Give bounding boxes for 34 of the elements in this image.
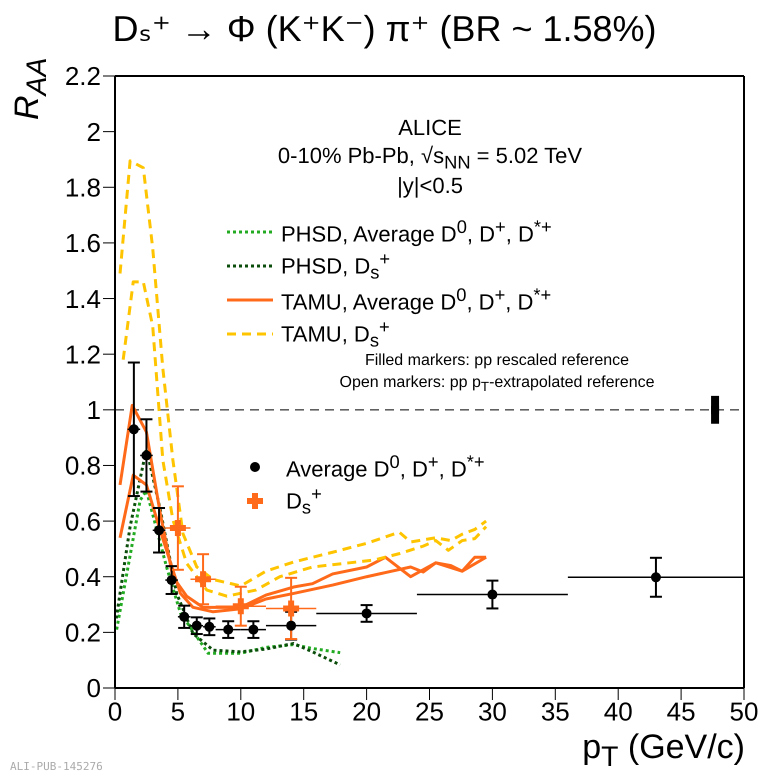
x-axis-title: p$_{T}$ (GeV/c) bbox=[582, 728, 745, 774]
x-tick-label: 45 bbox=[666, 696, 696, 726]
x-tick-label: 15 bbox=[289, 696, 318, 726]
annotation: Open markers: pp p$_{T}$-extrapolated reference bbox=[340, 374, 654, 394]
legend-label: Average D$^{0}$, D$^{+}$, D$^{*+}$ bbox=[286, 451, 485, 483]
legend-label: TAMU, Average D$^{0}$, D$^{+}$, D$^{*+}$ bbox=[281, 284, 552, 316]
y-tick-label: 0.6 bbox=[64, 506, 101, 536]
x-tick-label: 30 bbox=[478, 696, 507, 726]
chart-title: Dₛ⁺ → Φ (K⁺K⁻) π⁺ (BR ~ 1.58%) bbox=[111, 8, 658, 50]
x-tick-label: 5 bbox=[170, 696, 186, 726]
x-tick-label: 0 bbox=[108, 696, 122, 726]
y-tick-label: 0.8 bbox=[64, 450, 101, 481]
annotation: ALICE bbox=[398, 115, 462, 141]
y-tick-label: 2 bbox=[86, 116, 101, 147]
x-tick-label: 35 bbox=[540, 696, 570, 726]
y-tick-label: 1.6 bbox=[64, 228, 101, 258]
x-tick-label: 40 bbox=[604, 696, 633, 726]
y-tick-label: 2.2 bbox=[64, 61, 101, 92]
annotation: |y|<0.5 bbox=[397, 173, 463, 199]
y-tick-label: 0.4 bbox=[64, 562, 101, 592]
legend-label: PHSD, Average D$^{0}$, D$^{+}$, D$^{*+}$ bbox=[281, 216, 552, 248]
y-tick-label: 0.2 bbox=[64, 618, 101, 648]
annotation: Filled markers: pp rescaled reference bbox=[364, 352, 630, 370]
y-tick-label: 1.4 bbox=[64, 284, 101, 314]
x-tick-label: 10 bbox=[226, 696, 256, 726]
x-tick-label: 25 bbox=[415, 696, 444, 726]
x-tick-label: 20 bbox=[352, 696, 382, 726]
annotation: 0-10% Pb-Pb, √s$_{NN}$ = 5.02 TeV bbox=[278, 143, 582, 174]
text: ALI-PUB-145276 bbox=[10, 760, 103, 773]
y-tick-label: 1.2 bbox=[64, 339, 101, 370]
y-tick-label: 1.8 bbox=[64, 172, 101, 203]
x-tick-label: 50 bbox=[730, 696, 758, 726]
y-tick-label: 0 bbox=[86, 673, 101, 704]
y-tick-label: 1 bbox=[86, 395, 101, 426]
